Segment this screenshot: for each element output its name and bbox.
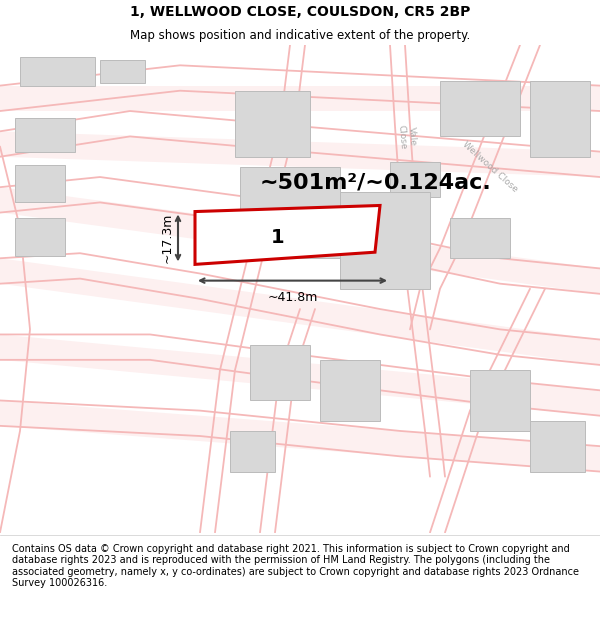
Polygon shape (230, 431, 275, 471)
Text: ~17.3m: ~17.3m (161, 213, 174, 263)
Text: Vale
Close: Vale Close (396, 123, 418, 149)
Polygon shape (15, 217, 65, 256)
Polygon shape (0, 86, 600, 111)
Text: 1: 1 (271, 229, 285, 248)
Polygon shape (0, 401, 600, 471)
Text: Map shows position and indicative extent of the property.: Map shows position and indicative extent… (130, 29, 470, 42)
Polygon shape (250, 344, 310, 401)
Text: ~41.8m: ~41.8m (268, 291, 317, 304)
Polygon shape (0, 334, 600, 416)
Polygon shape (0, 258, 600, 365)
Polygon shape (0, 131, 600, 177)
Polygon shape (20, 57, 95, 86)
Polygon shape (470, 370, 530, 431)
Polygon shape (0, 188, 600, 294)
Polygon shape (440, 81, 520, 136)
Polygon shape (195, 206, 380, 264)
Text: ~501m²/~0.124ac.: ~501m²/~0.124ac. (260, 172, 492, 192)
Text: Wellwood Close: Wellwood Close (461, 140, 520, 194)
Polygon shape (235, 91, 310, 157)
Polygon shape (530, 421, 585, 471)
Polygon shape (240, 167, 340, 258)
Text: 1, WELLWOOD CLOSE, COULSDON, CR5 2BP: 1, WELLWOOD CLOSE, COULSDON, CR5 2BP (130, 5, 470, 19)
Polygon shape (100, 60, 145, 82)
Text: Contains OS data © Crown copyright and database right 2021. This information is : Contains OS data © Crown copyright and d… (12, 544, 579, 588)
Polygon shape (390, 162, 440, 198)
Polygon shape (340, 192, 430, 289)
Polygon shape (450, 217, 510, 258)
Polygon shape (15, 165, 65, 202)
Polygon shape (15, 118, 75, 152)
Polygon shape (320, 360, 380, 421)
Polygon shape (530, 81, 590, 157)
